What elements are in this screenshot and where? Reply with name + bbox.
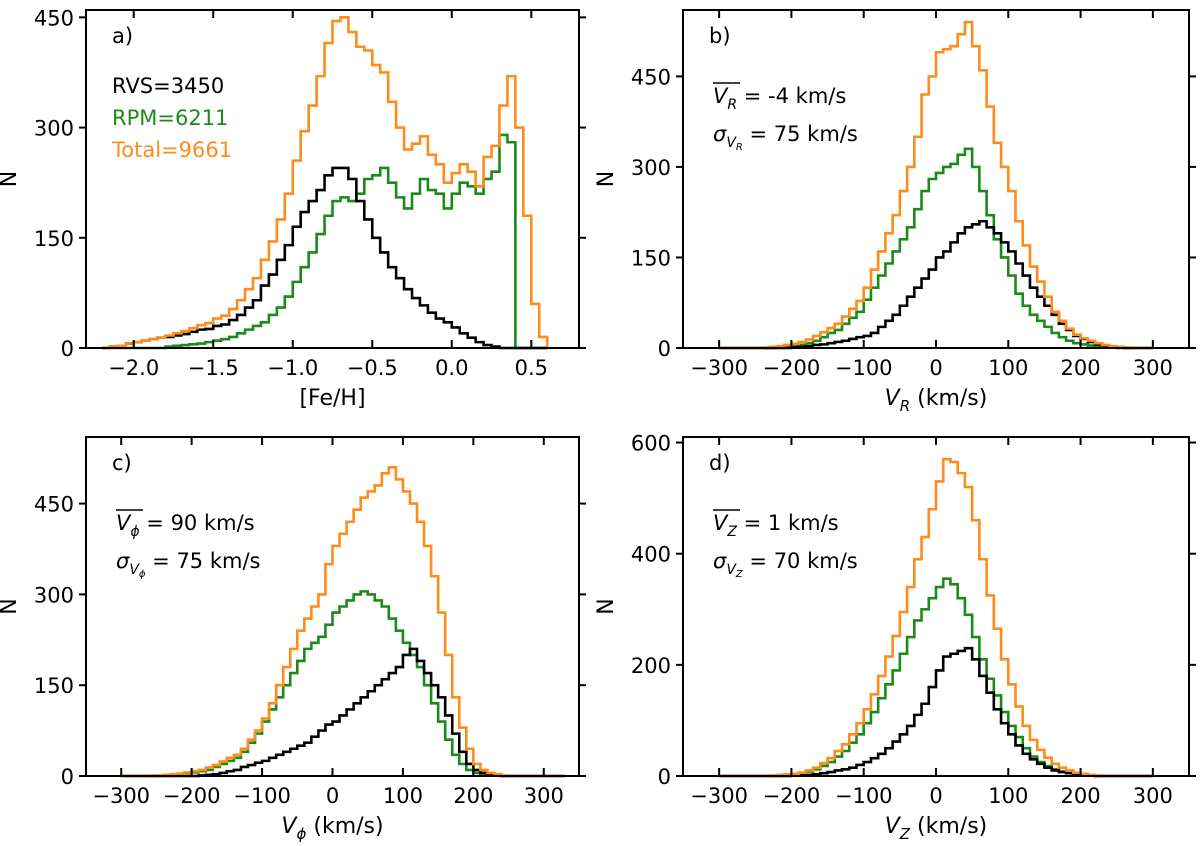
x-axis-label: Vϕ (km/s) bbox=[281, 814, 383, 843]
legend-rpm: RPM=6211 bbox=[112, 106, 228, 130]
histogram-total bbox=[719, 20, 1153, 350]
histogram-rvs bbox=[719, 646, 1153, 778]
x-axis-label: VZ (km/s) bbox=[885, 814, 988, 843]
histogram-rpm bbox=[121, 590, 565, 778]
x-tick-label: 0 bbox=[929, 356, 942, 380]
axes-frame bbox=[85, 9, 580, 349]
y-tick-label: 150 bbox=[631, 246, 671, 270]
x-tick-label: −300 bbox=[92, 784, 150, 808]
x-tick-label: −2.0 bbox=[108, 356, 159, 380]
y-tick-label: 300 bbox=[34, 117, 74, 141]
panel-a: −2.0 −1.5 −1.0 −0.5 0.0 0.5 0 150 300 450 N [Fe/H] a… bbox=[0, 6, 586, 411]
legend-rvs: RVS=3450 bbox=[112, 74, 224, 98]
x-tick-label: 300 bbox=[524, 784, 564, 808]
x-tick-label: 300 bbox=[1133, 356, 1173, 380]
x-axis-label: VR (km/s) bbox=[885, 386, 988, 415]
x-tick-label: 100 bbox=[988, 356, 1028, 380]
x-tick-label: −1.5 bbox=[188, 356, 239, 380]
x-tick-label: 200 bbox=[1061, 784, 1101, 808]
histogram-rpm bbox=[101, 133, 548, 350]
x-tick-label: 0.0 bbox=[435, 356, 468, 380]
y-tick-label: 150 bbox=[34, 227, 74, 251]
x-axis-label: [Fe/H] bbox=[299, 386, 365, 411]
y-axis-label: N bbox=[594, 598, 619, 614]
y-tick-label: 300 bbox=[34, 583, 74, 607]
panel-label: c) bbox=[112, 451, 132, 475]
panel-b: −300 −200 −100 0 100 200 300 0 150 300 450 N VR (km/… bbox=[594, 9, 1196, 415]
y-tick-label: 300 bbox=[631, 156, 671, 180]
panel-label: b) bbox=[709, 24, 731, 48]
panel-label: d) bbox=[709, 451, 731, 475]
x-tick-label: 100 bbox=[383, 784, 423, 808]
x-tick-label: 0.5 bbox=[515, 356, 548, 380]
y-tick-label: 0 bbox=[658, 337, 671, 361]
x-tick-label: −0.5 bbox=[347, 356, 398, 380]
mean-stat: VZ = 1 km/s bbox=[713, 511, 839, 540]
y-tick-label: 400 bbox=[631, 543, 671, 567]
y-tick-label: 450 bbox=[34, 6, 74, 30]
sigma-stat: σVR = 75 km/s bbox=[713, 122, 858, 153]
x-tick-label: −200 bbox=[163, 784, 221, 808]
histogram-rvs bbox=[719, 219, 1153, 350]
y-tick-label: 150 bbox=[34, 674, 74, 698]
x-tick-label: 0 bbox=[326, 784, 339, 808]
sigma-stat: σVZ = 70 km/s bbox=[713, 549, 858, 580]
y-axis-label: N bbox=[0, 171, 22, 187]
y-tick-label: 450 bbox=[631, 65, 671, 89]
x-tick-label: −300 bbox=[690, 784, 748, 808]
legend-total: Total=9661 bbox=[111, 138, 232, 162]
panel-label: a) bbox=[112, 24, 133, 48]
x-tick-label: −200 bbox=[763, 784, 821, 808]
y-axis-label: N bbox=[594, 171, 619, 187]
histogram-total bbox=[101, 16, 549, 350]
x-tick-label: 0 bbox=[929, 784, 942, 808]
mean-stat: Vϕ = 90 km/s bbox=[116, 511, 255, 540]
x-tick-label: −100 bbox=[835, 356, 893, 380]
y-tick-label: 0 bbox=[658, 765, 671, 789]
y-tick-label: 450 bbox=[34, 493, 74, 517]
x-tick-label: 300 bbox=[1133, 784, 1173, 808]
x-tick-label: −300 bbox=[690, 356, 748, 380]
x-tick-label: −200 bbox=[763, 356, 821, 380]
y-tick-label: 0 bbox=[61, 337, 74, 361]
histogram-total bbox=[719, 457, 1153, 778]
x-tick-label: −100 bbox=[233, 784, 291, 808]
panel-d: −300 −200 −100 0 100 200 300 0 200 400 600 N VZ (km/… bbox=[594, 432, 1196, 843]
sigma-stat: σVϕ = 75 km/s bbox=[116, 549, 260, 580]
mean-stat: VR = -4 km/s bbox=[713, 84, 846, 113]
x-tick-label: 200 bbox=[1061, 356, 1101, 380]
histogram-total bbox=[121, 465, 565, 778]
histogram-rpm bbox=[719, 147, 1153, 350]
x-tick-label: 100 bbox=[988, 784, 1028, 808]
histogram-rvs bbox=[121, 647, 565, 778]
y-tick-label: 600 bbox=[631, 432, 671, 456]
panel-c: −300 −200 −100 0 100 200 300 0 150 300 450 N Vϕ (km/… bbox=[0, 436, 586, 843]
y-axis-label: N bbox=[0, 598, 22, 614]
y-tick-label: 200 bbox=[631, 654, 671, 678]
x-tick-label: −1.0 bbox=[267, 356, 318, 380]
x-tick-label: 200 bbox=[453, 784, 493, 808]
y-tick-label: 0 bbox=[61, 765, 74, 789]
x-tick-label: −100 bbox=[835, 784, 893, 808]
